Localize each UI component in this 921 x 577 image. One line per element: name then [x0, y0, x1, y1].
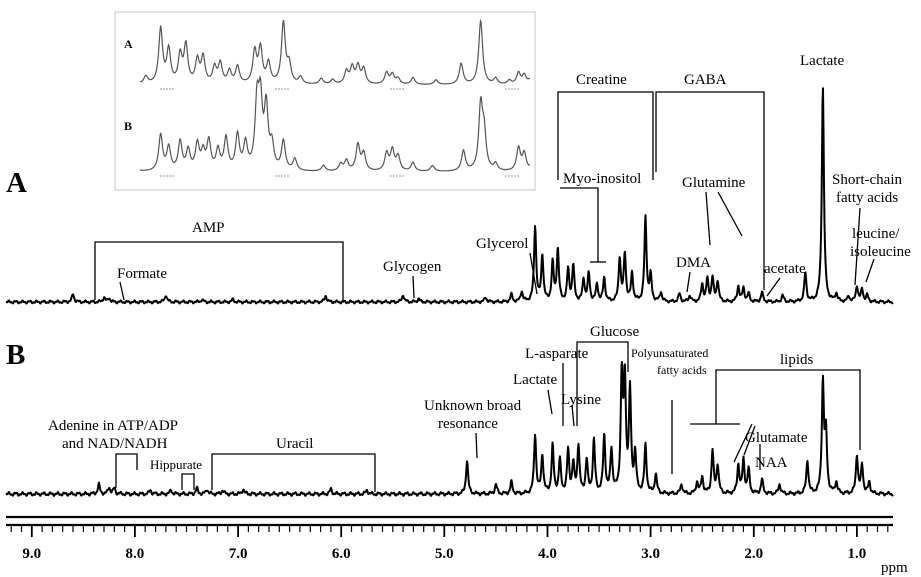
inset-spectra: A B: [114, 11, 536, 191]
label-hippurate: Hippurate: [150, 457, 202, 472]
label-amp: AMP: [192, 220, 225, 236]
spectrum-trace-b: [5, 360, 894, 497]
label-glutamate: Glutamate: [745, 430, 808, 446]
label-glycogen: Glycogen: [383, 259, 442, 275]
x-tick-label: 5.0: [435, 546, 454, 562]
axis-ticks: 9.0 8.0 7.0 6.0 5.0 4.0 3.0 2.0 1.0: [10, 525, 889, 562]
unknown-leader: [475, 432, 478, 459]
spectrum-traces: [5, 87, 894, 497]
dma-leader: [686, 271, 691, 293]
uracil-bracket: [211, 453, 376, 492]
adenine-bracket: [115, 453, 138, 488]
label-creatine: Creatine: [576, 72, 627, 88]
x-tick-label: 1.0: [848, 546, 867, 562]
x-tick-label: 6.0: [332, 546, 351, 562]
annotations-spectrum-a: [94, 91, 875, 302]
inset-frame: [114, 11, 536, 191]
glutamate-leader-1: [733, 423, 753, 463]
leucine-leader: [865, 258, 875, 283]
x-axis: 9.0 8.0 7.0 6.0 5.0 4.0 3.0 2.0 1.0 ppm: [6, 515, 908, 576]
label-glycerol: Glycerol: [476, 236, 528, 252]
inset-trace-a: [139, 18, 530, 85]
formate-leader: [119, 281, 125, 301]
lysine-leader: [571, 404, 575, 427]
x-tick-label: 4.0: [538, 546, 557, 562]
label-adenine: Adenine in ATP/ADP: [48, 418, 178, 434]
annotations-spectrum-b: [115, 341, 861, 492]
lipids-bracket: [715, 369, 861, 450]
label-unknown-broad: Unknown broad: [424, 398, 522, 414]
label-myo-inositol: Myo-inositol: [563, 171, 641, 187]
label-lactate-a: Lactate: [800, 53, 844, 69]
myo-inositol-bracket: [560, 187, 599, 262]
glycerol-leader: [529, 252, 538, 295]
label-isoleucine: isoleucine: [850, 244, 911, 260]
label-naa: NAA: [755, 455, 788, 471]
x-tick-label: 3.0: [641, 546, 660, 562]
label-formate: Formate: [117, 266, 167, 282]
x-axis-unit: ppm: [881, 560, 908, 576]
label-glucose: Glucose: [590, 324, 639, 340]
label-uracil: Uracil: [276, 436, 313, 452]
inset-label-a: A: [124, 37, 133, 51]
glycogen-leader: [412, 275, 415, 299]
label-l-asparate: L-asparate: [525, 346, 589, 362]
label-polyunsaturated: Polyunsaturated: [631, 346, 708, 360]
gaba-bracket: [655, 91, 765, 290]
label-acetate: acetate: [764, 261, 806, 277]
x-tick-label: 9.0: [22, 546, 41, 562]
creatine-bracket: [557, 91, 654, 180]
inset-trace-b: [139, 75, 531, 172]
scfa-leader: [854, 207, 861, 286]
panel-label-a: A: [6, 167, 27, 199]
label-resonance: resonance: [438, 416, 498, 432]
acetate-leader: [766, 277, 781, 297]
glutamate-leader-2: [743, 425, 756, 456]
spectrum-trace-a: [5, 87, 894, 305]
label-lysine: Lysine: [561, 392, 601, 408]
label-gaba: GABA: [684, 72, 727, 88]
annotation-labels-a: AMP Formate Glycogen Glycerol Creatine M…: [117, 53, 911, 282]
label-fatty-acids-a: fatty acids: [836, 190, 898, 206]
glucose-bracket: [576, 341, 629, 426]
glutamine-leader-1: [705, 191, 711, 246]
panel-label-b: B: [6, 339, 25, 371]
inset-traces: [139, 18, 531, 177]
inset-label-b: B: [124, 119, 132, 133]
x-tick-label: 7.0: [229, 546, 248, 562]
x-tick-label: 2.0: [744, 546, 763, 562]
label-nad: and NAD/NADH: [62, 436, 168, 452]
annotation-labels-b: Adenine in ATP/ADP and NAD/NADH Hippurat…: [48, 324, 814, 472]
amp-bracket: [94, 241, 344, 302]
label-lactate-b: Lactate: [513, 372, 557, 388]
label-fatty-acids-b: fatty acids: [657, 363, 707, 377]
label-short-chain: Short-chain: [832, 172, 902, 188]
glutamine-leader-2: [717, 191, 743, 237]
label-lipids: lipids: [780, 352, 814, 368]
label-dma: DMA: [676, 255, 711, 271]
x-tick-label: 8.0: [126, 546, 145, 562]
lactate-b-leader: [547, 389, 553, 415]
label-glutamine: Glutamine: [682, 175, 746, 191]
label-leucine: leucine/: [852, 226, 900, 242]
hippurate-bracket: [181, 473, 195, 490]
